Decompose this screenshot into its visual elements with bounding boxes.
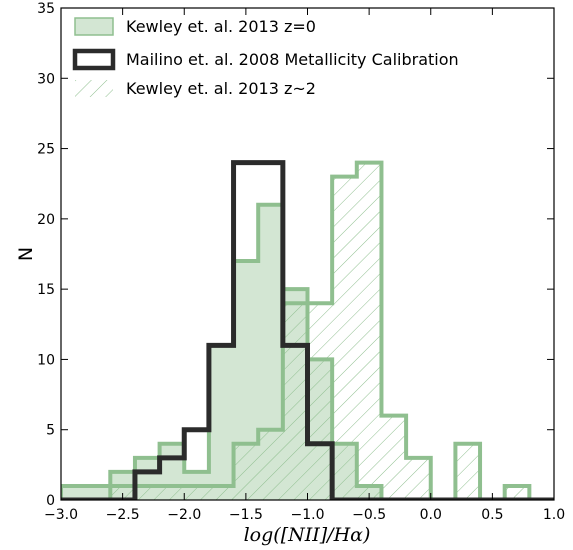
y-tick-label: 25: [37, 142, 55, 158]
y-tick-label: 35: [37, 1, 55, 17]
x-tick-label: 0.5: [481, 507, 503, 523]
x-axis-label: log([NII]/Hα): [244, 524, 371, 546]
series-z2-outline: [61, 160, 554, 500]
y-tick-label: 30: [37, 71, 55, 87]
x-tick-label: −3.0: [44, 507, 78, 523]
legend-swatch-z0: [74, 17, 114, 36]
y-tick-label: 15: [37, 282, 55, 298]
y-axis-label: N: [15, 247, 37, 261]
y-tick-label: 10: [37, 352, 55, 368]
legend: Kewley et. al. 2013 z=0 Mailino et. al. …: [72, 17, 459, 98]
y-tick-label: 20: [37, 212, 55, 228]
legend-label-z2: Kewley et. al. 2013 z~2: [126, 79, 316, 98]
legend-swatch-z2: [75, 80, 113, 97]
series-mailino-outline: [61, 160, 554, 500]
x-tick-label: −2.5: [106, 507, 140, 523]
x-tick-label: 0.0: [420, 507, 442, 523]
x-tick-label: 1.0: [543, 507, 565, 523]
x-tick-label: −0.5: [352, 507, 386, 523]
x-tick-label: −2.0: [167, 507, 201, 523]
legend-label-z0: Kewley et. al. 2013 z=0: [126, 17, 316, 36]
x-tick-label: −1.5: [229, 507, 263, 523]
y-tick-label: 5: [46, 423, 55, 439]
ticks-layer: −3.0 −2.5 −2.0 −1.5 −1.0 −0.5 0.0 0.5 1.0 0 5 10 15 2…: [37, 1, 565, 523]
x-tick-label: −1.0: [291, 507, 325, 523]
y-tick-label: 0: [46, 493, 55, 509]
series-layer: [61, 160, 554, 500]
legend-swatch-mailino: [72, 48, 116, 71]
legend-label-mailino: Mailino et. al. 2008 Metallicity Calibra…: [126, 50, 459, 69]
series-z0-outline: [61, 202, 554, 500]
